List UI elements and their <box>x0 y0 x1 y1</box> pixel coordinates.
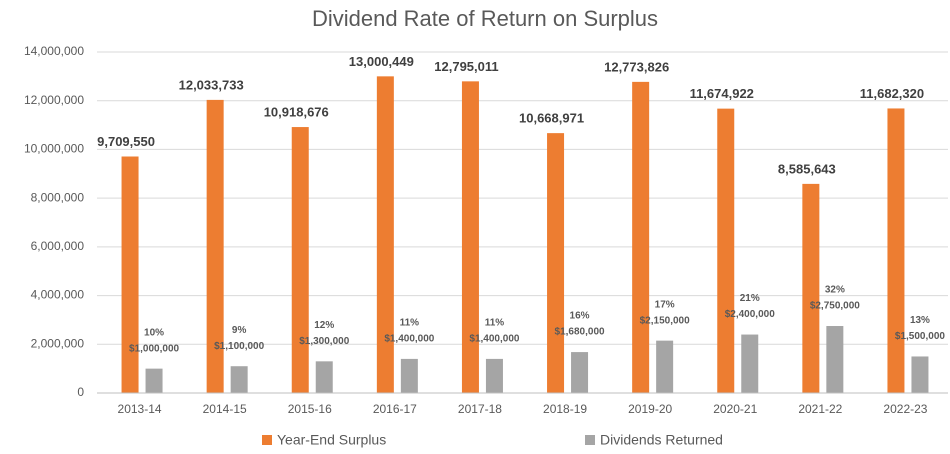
bar <box>547 133 565 394</box>
value-label: 9,709,550 <box>97 134 155 149</box>
bar <box>911 356 929 393</box>
x-tick-label: 2020-21 <box>713 402 757 416</box>
bar <box>632 81 650 394</box>
bar <box>826 326 844 393</box>
value-label: $1,300,000 <box>299 336 349 347</box>
y-tick-label: 6,000,000 <box>31 239 85 253</box>
x-tick-label: 2014-15 <box>203 402 247 416</box>
value-label: $1,500,000 <box>895 331 945 342</box>
y-tick-label: 0 <box>77 385 84 399</box>
x-tick-label: 2021-22 <box>798 402 842 416</box>
y-tick-label: 14,000,000 <box>24 44 84 58</box>
bar <box>887 108 905 394</box>
bar <box>485 358 503 393</box>
rate-label: 16% <box>570 311 590 322</box>
bar <box>461 81 479 393</box>
y-tick-label: 4,000,000 <box>31 288 85 302</box>
value-label: 12,773,826 <box>604 59 669 74</box>
value-label: 11,674,922 <box>690 86 754 101</box>
y-tick-label: 8,000,000 <box>31 190 85 204</box>
bar <box>315 361 333 393</box>
rate-label: 21% <box>740 293 760 304</box>
legend-label: Dividends Returned <box>600 432 723 448</box>
x-tick-label: 2022-23 <box>883 402 927 416</box>
rate-label: 17% <box>655 299 675 310</box>
value-label: $2,750,000 <box>810 301 860 312</box>
x-tick-label: 2018-19 <box>543 402 587 416</box>
rate-label: 11% <box>400 318 420 329</box>
y-tick-label: 12,000,000 <box>24 93 84 107</box>
bar <box>571 352 589 393</box>
value-label: $2,400,000 <box>725 309 775 320</box>
rate-label: 12% <box>314 320 334 331</box>
value-label: 12,795,011 <box>434 59 498 74</box>
bar <box>206 99 224 394</box>
value-label: $1,000,000 <box>129 343 179 354</box>
rate-label: 9% <box>232 325 247 336</box>
x-tick-label: 2016-17 <box>373 402 417 416</box>
x-tick-label: 2015-16 <box>288 402 332 416</box>
bar <box>291 127 309 393</box>
bar <box>741 334 759 393</box>
value-label: 8,585,643 <box>778 161 836 176</box>
rate-label: 32% <box>825 285 845 296</box>
bar <box>656 340 674 393</box>
value-label: $1,680,000 <box>555 327 605 338</box>
rate-label: 10% <box>144 327 164 338</box>
value-label: 11,682,320 <box>860 86 924 101</box>
value-label: 10,918,676 <box>264 104 329 119</box>
x-tick-label: 2013-14 <box>118 402 162 416</box>
x-tick-label: 2019-20 <box>628 402 672 416</box>
value-label: $1,100,000 <box>214 341 264 352</box>
rate-label: 13% <box>910 315 930 326</box>
x-tick-label: 2017-18 <box>458 402 502 416</box>
legend-swatch <box>585 435 595 445</box>
value-label: 13,000,449 <box>349 54 414 69</box>
legend-label: Year-End Surplus <box>277 432 386 448</box>
bar <box>400 358 418 393</box>
bar <box>121 156 139 393</box>
bar <box>145 368 163 393</box>
value-label: 12,033,733 <box>179 77 244 92</box>
rate-label: 11% <box>485 318 505 329</box>
bar <box>717 108 735 393</box>
value-label: $1,400,000 <box>384 334 434 345</box>
y-tick-label: 10,000,000 <box>24 142 84 156</box>
value-label: 10,668,971 <box>519 111 584 126</box>
value-label: $2,150,000 <box>640 315 690 326</box>
value-label: $1,400,000 <box>469 334 519 345</box>
bar <box>230 366 248 393</box>
legend-swatch <box>262 435 272 445</box>
y-tick-label: 2,000,000 <box>31 336 85 350</box>
bar <box>802 183 820 393</box>
bar <box>376 76 394 394</box>
chart-title: Dividend Rate of Return on Surplus <box>312 6 658 31</box>
